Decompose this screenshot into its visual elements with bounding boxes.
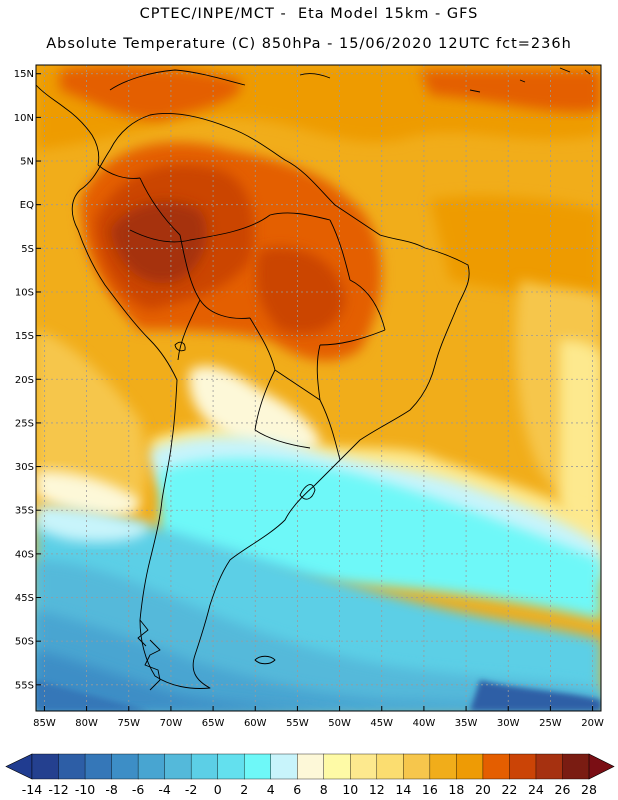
map-title-line-1: CPTEC/INPE/MCT - Eta Model 15km - GFS: [139, 6, 479, 22]
lon-tick-label: 65W: [202, 718, 225, 729]
map-title-line-2: Absolute Temperature (C) 850hPa - 15/06/…: [46, 36, 572, 52]
colorbar-tick-label: 18: [448, 782, 464, 797]
colorbar-bin: [456, 753, 484, 780]
latitude-axis: 15N 10N 5N EQ 5S 10S 15S 20S 25S 30S 35S 40S 45S 50S 5…: [14, 69, 41, 691]
lat-tick-label: 15N: [14, 69, 34, 80]
lon-tick-label: 60W: [244, 718, 267, 729]
colorbar-bin: [58, 753, 86, 780]
colorbar-bin: [482, 753, 510, 780]
colorbar-tick-label: -14: [22, 782, 42, 797]
colorbar-bin: [403, 753, 431, 780]
lon-tick-label: 20W: [581, 718, 604, 729]
colorbar-bin: [137, 753, 166, 780]
lon-tick-label: 75W: [117, 718, 140, 729]
lon-tick-label: 80W: [75, 718, 98, 729]
lat-tick-label: 35S: [15, 506, 34, 517]
colorbar-bin: [270, 753, 298, 780]
colorbar-bin: [31, 753, 60, 780]
lat-tick-label: 50S: [15, 637, 34, 648]
colorbar-tick-label: 26: [555, 782, 571, 797]
colorbar-bin: [429, 753, 457, 780]
colorbar-tick-label: -12: [48, 782, 68, 797]
colorbar-bin: [509, 753, 537, 780]
colorbar-bin: [243, 753, 272, 780]
colorbar-tick-label: -4: [158, 782, 171, 797]
colorbar-low-arrow: [5, 753, 33, 780]
colorbar-tick-label: 0: [214, 782, 222, 797]
colorbar-bin: [535, 753, 563, 780]
colorbar-tick-label: 10: [342, 782, 358, 797]
lat-tick-label: 5S: [21, 244, 34, 255]
colorbar-tick-label: 12: [369, 782, 385, 797]
temperature-field: [36, 65, 601, 711]
chile-islands: [137, 619, 161, 691]
colorbar-tick-label: 6: [293, 782, 301, 797]
colorbar-tick-label: 22: [501, 782, 517, 797]
lon-tick-label: 55W: [286, 718, 309, 729]
colorbar-bin: [562, 753, 590, 780]
lat-tick-label: 10N: [14, 113, 34, 124]
central-america-coast: [36, 69, 246, 166]
lon-tick-label: 35W: [455, 718, 478, 729]
colorbar-bin: [111, 753, 139, 780]
plot-frame: [35, 64, 602, 712]
colorbar-tick-label: -6: [132, 782, 145, 797]
lon-tick-label: 30W: [497, 718, 520, 729]
colorbar-high-arrow: [588, 753, 615, 780]
lat-tick-label: 25S: [15, 418, 34, 429]
colorbar-bin: [376, 753, 404, 780]
colorbar-bin: [297, 753, 325, 780]
lat-tick-label: 45S: [15, 593, 34, 604]
colorbar-tick-label: 16: [422, 782, 438, 797]
lon-tick-label: 50W: [328, 718, 351, 729]
colorbar-tick-label: 20: [475, 782, 491, 797]
lat-tick-label: 5N: [20, 157, 34, 168]
lat-tick-label: 10S: [15, 287, 34, 298]
lon-tick-label: 25W: [539, 718, 562, 729]
colorbar-tick-label: -2: [185, 782, 197, 797]
lon-tick-label: 70W: [160, 718, 183, 729]
falklands: [254, 655, 276, 665]
colorbar-tick-label: -8: [105, 782, 118, 797]
colorbar-tick-label: 28: [581, 782, 597, 797]
colorbar-tick-label: 24: [528, 782, 544, 797]
lat-tick-label: 20S: [15, 375, 34, 386]
lake-titicaca: [174, 341, 186, 352]
colorbar-tick-label: 14: [395, 782, 411, 797]
coastlines-and-borders: [36, 67, 591, 691]
colorbar-bin: [350, 753, 378, 780]
lon-tick-label: 45W: [370, 718, 393, 729]
colorbar-tick-label: 8: [320, 782, 328, 797]
colorbar-bin: [190, 753, 219, 780]
lat-lon-grid: [36, 65, 601, 711]
lon-tick-label: 40W: [413, 718, 436, 729]
colorbar-bin: [164, 753, 192, 780]
lat-tick-label: 30S: [15, 462, 34, 473]
colorbar-bin: [84, 753, 113, 780]
lagoa-dos-patos: [299, 484, 316, 500]
temperature-colorbar: -14 -12 -10 -8 -6 -4 -2 0 2 4 6 8 10 12 14 16 18 20 22 24 26…: [5, 753, 615, 797]
lat-tick-label: 40S: [15, 549, 34, 560]
lat-tick-label: EQ: [20, 200, 34, 211]
colorbar-bin: [217, 753, 245, 780]
colorbar-tick-label: 4: [267, 782, 275, 797]
lat-tick-label: 15S: [15, 331, 34, 342]
colorbar-bin: [323, 753, 351, 780]
colorbar-tick-label: 2: [240, 782, 248, 797]
longitude-axis: 85W 80W 75W 70W 65W 60W 55W 50W 45W 40W 35W 30W 25W 2…: [33, 706, 604, 729]
country-borders: [97, 164, 386, 461]
lat-tick-label: 55S: [15, 680, 34, 691]
caribbean-islands: [299, 67, 591, 93]
colorbar-tick-label: -10: [75, 782, 95, 797]
south-america-coastline: [71, 113, 470, 689]
lon-tick-label: 85W: [33, 718, 56, 729]
